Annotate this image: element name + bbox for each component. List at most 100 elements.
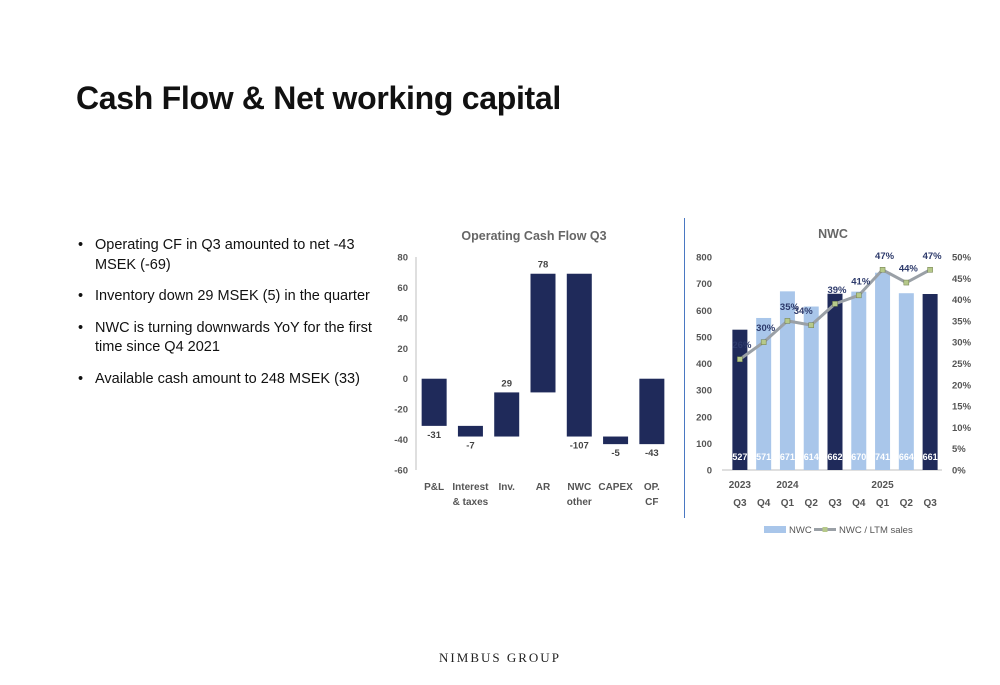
data-label: -5 <box>611 448 620 459</box>
legend-label: NWC <box>789 525 812 536</box>
nwc-bar <box>922 294 938 470</box>
bullet-text: NWC is turning downwards YoY for the fir… <box>95 319 372 356</box>
x-category-label: CF <box>645 497 658 508</box>
waterfall-bar <box>457 425 483 437</box>
legend-label: NWC / LTM sales <box>839 525 913 536</box>
x-category-label: Interest <box>452 482 489 493</box>
waterfall-bar <box>566 273 592 437</box>
bullet-item: Available cash amount to 248 MSEK (33) <box>78 370 378 390</box>
bullet-text: Available cash amount to 248 MSEK (33) <box>95 370 360 387</box>
line-value-label: 47% <box>923 251 943 262</box>
x-year-label: 2023 <box>729 480 752 491</box>
line-marker <box>856 292 862 299</box>
x-category-label: AR <box>536 482 551 493</box>
bullet-list: Operating CF in Q3 amounted to net -43 M… <box>78 236 378 401</box>
x-quarter-label: Q4 <box>757 498 771 509</box>
y-tick-label: 500 <box>696 332 712 343</box>
y2-tick-label: 45% <box>952 274 972 285</box>
y2-tick-label: 25% <box>952 359 972 370</box>
operating-cash-flow-chart: Operating Cash Flow Q3 80 60 40 20 0 -20 -40 -60… <box>394 229 665 508</box>
x-category-label: Inv. <box>498 482 515 493</box>
x-category-label: other <box>567 497 592 508</box>
slide-title: Cash Flow & Net working capital <box>76 80 561 116</box>
y2-tick-label: 10% <box>952 423 972 434</box>
line-marker <box>832 301 838 307</box>
bar-value-label: 527 <box>732 452 747 462</box>
bullet-item: Operating CF in Q3 amounted to net -43 M… <box>78 236 378 275</box>
line-marker <box>879 267 886 273</box>
chart-title: NWC <box>818 227 848 241</box>
x-quarter-label: Q2 <box>805 498 819 509</box>
waterfall-bar <box>494 392 520 437</box>
data-label: -7 <box>466 441 474 452</box>
nwc-bar <box>875 272 891 470</box>
y2-tick-label: 0% <box>952 466 966 477</box>
bullet-text: Operating CF in Q3 amounted to net -43 M… <box>95 237 355 273</box>
y-tick-label: 0 <box>707 466 712 477</box>
x-quarter-label: Q3 <box>828 498 842 509</box>
data-label: 78 <box>538 260 549 271</box>
x-category-label: OP. <box>644 482 660 493</box>
data-label: -43 <box>645 448 659 459</box>
y-tick-label: 600 <box>696 306 712 317</box>
nwc-bar <box>779 291 795 470</box>
y2-tick-label: 5% <box>952 444 966 455</box>
y-tick-label: 20 <box>397 344 408 355</box>
line-value-label: 39% <box>827 285 847 296</box>
line-value-label: 30% <box>756 323 776 334</box>
line-marker <box>927 267 933 273</box>
legend-swatch-nwc <box>764 526 786 533</box>
x-quarter-label: Q3 <box>733 498 747 509</box>
y-tick-label: 300 <box>696 386 712 397</box>
waterfall-bar <box>530 273 556 393</box>
data-label: -31 <box>427 430 441 441</box>
company-logo-text: NIMBUS GROUP <box>439 650 561 665</box>
nwc-chart: NWC 0 100 200 300 400 500 600 700 800 0% 5% 10% 15% 20… <box>696 227 972 536</box>
x-quarter-label: Q4 <box>852 498 866 509</box>
waterfall-bar <box>639 378 665 445</box>
x-quarter-label: Q3 <box>923 498 937 509</box>
y-tick-label: 200 <box>696 412 712 423</box>
line-marker <box>737 356 743 362</box>
bar-value-label: 571 <box>756 452 771 462</box>
bullet-item: NWC is turning downwards YoY for the fir… <box>78 319 378 358</box>
y-tick-label: 100 <box>696 439 712 450</box>
y-tick-label: -20 <box>394 405 408 416</box>
line-marker <box>903 279 910 286</box>
y-tick-label: 700 <box>696 279 712 290</box>
y2-tick-label: 15% <box>952 402 972 413</box>
y2-tick-label: 50% <box>952 253 972 264</box>
x-quarter-label: Q1 <box>876 498 890 509</box>
line-value-label: 34% <box>794 306 814 317</box>
y-tick-label: 40 <box>397 313 408 324</box>
x-quarter-label: Q2 <box>900 498 914 509</box>
y-tick-label: 80 <box>397 253 408 264</box>
line-marker <box>808 322 814 328</box>
line-marker <box>760 339 767 345</box>
line-value-label: 44% <box>899 264 919 275</box>
y-tick-label: 800 <box>696 253 712 264</box>
y2-tick-label: 20% <box>952 380 972 391</box>
y-tick-label: 0 <box>403 374 408 385</box>
bar-value-label: 671 <box>780 452 795 462</box>
waterfall-bar <box>421 378 447 426</box>
nwc-bar <box>732 329 748 470</box>
bar-value-label: 670 <box>851 452 866 462</box>
y-tick-label: 400 <box>696 359 712 370</box>
x-category-label: & taxes <box>453 497 489 508</box>
line-value-label: 41% <box>851 276 871 287</box>
y-tick-label: 60 <box>397 283 408 294</box>
nwc-bar <box>803 306 819 470</box>
nwc-bar <box>827 293 843 470</box>
line-value-label: 35% <box>780 302 800 313</box>
chart-title: Operating Cash Flow Q3 <box>461 229 606 243</box>
bullet-text: Inventory down 29 MSEK (5) in the quarte… <box>95 288 370 304</box>
bar-value-label: 614 <box>804 452 819 462</box>
bar-value-label: 741 <box>875 452 890 462</box>
data-label: 29 <box>501 378 512 389</box>
line-marker <box>784 318 791 324</box>
y2-tick-label: 30% <box>952 338 972 349</box>
nwc-bar <box>898 293 914 470</box>
x-year-label: 2025 <box>871 480 894 491</box>
nwc-bar <box>756 317 772 470</box>
